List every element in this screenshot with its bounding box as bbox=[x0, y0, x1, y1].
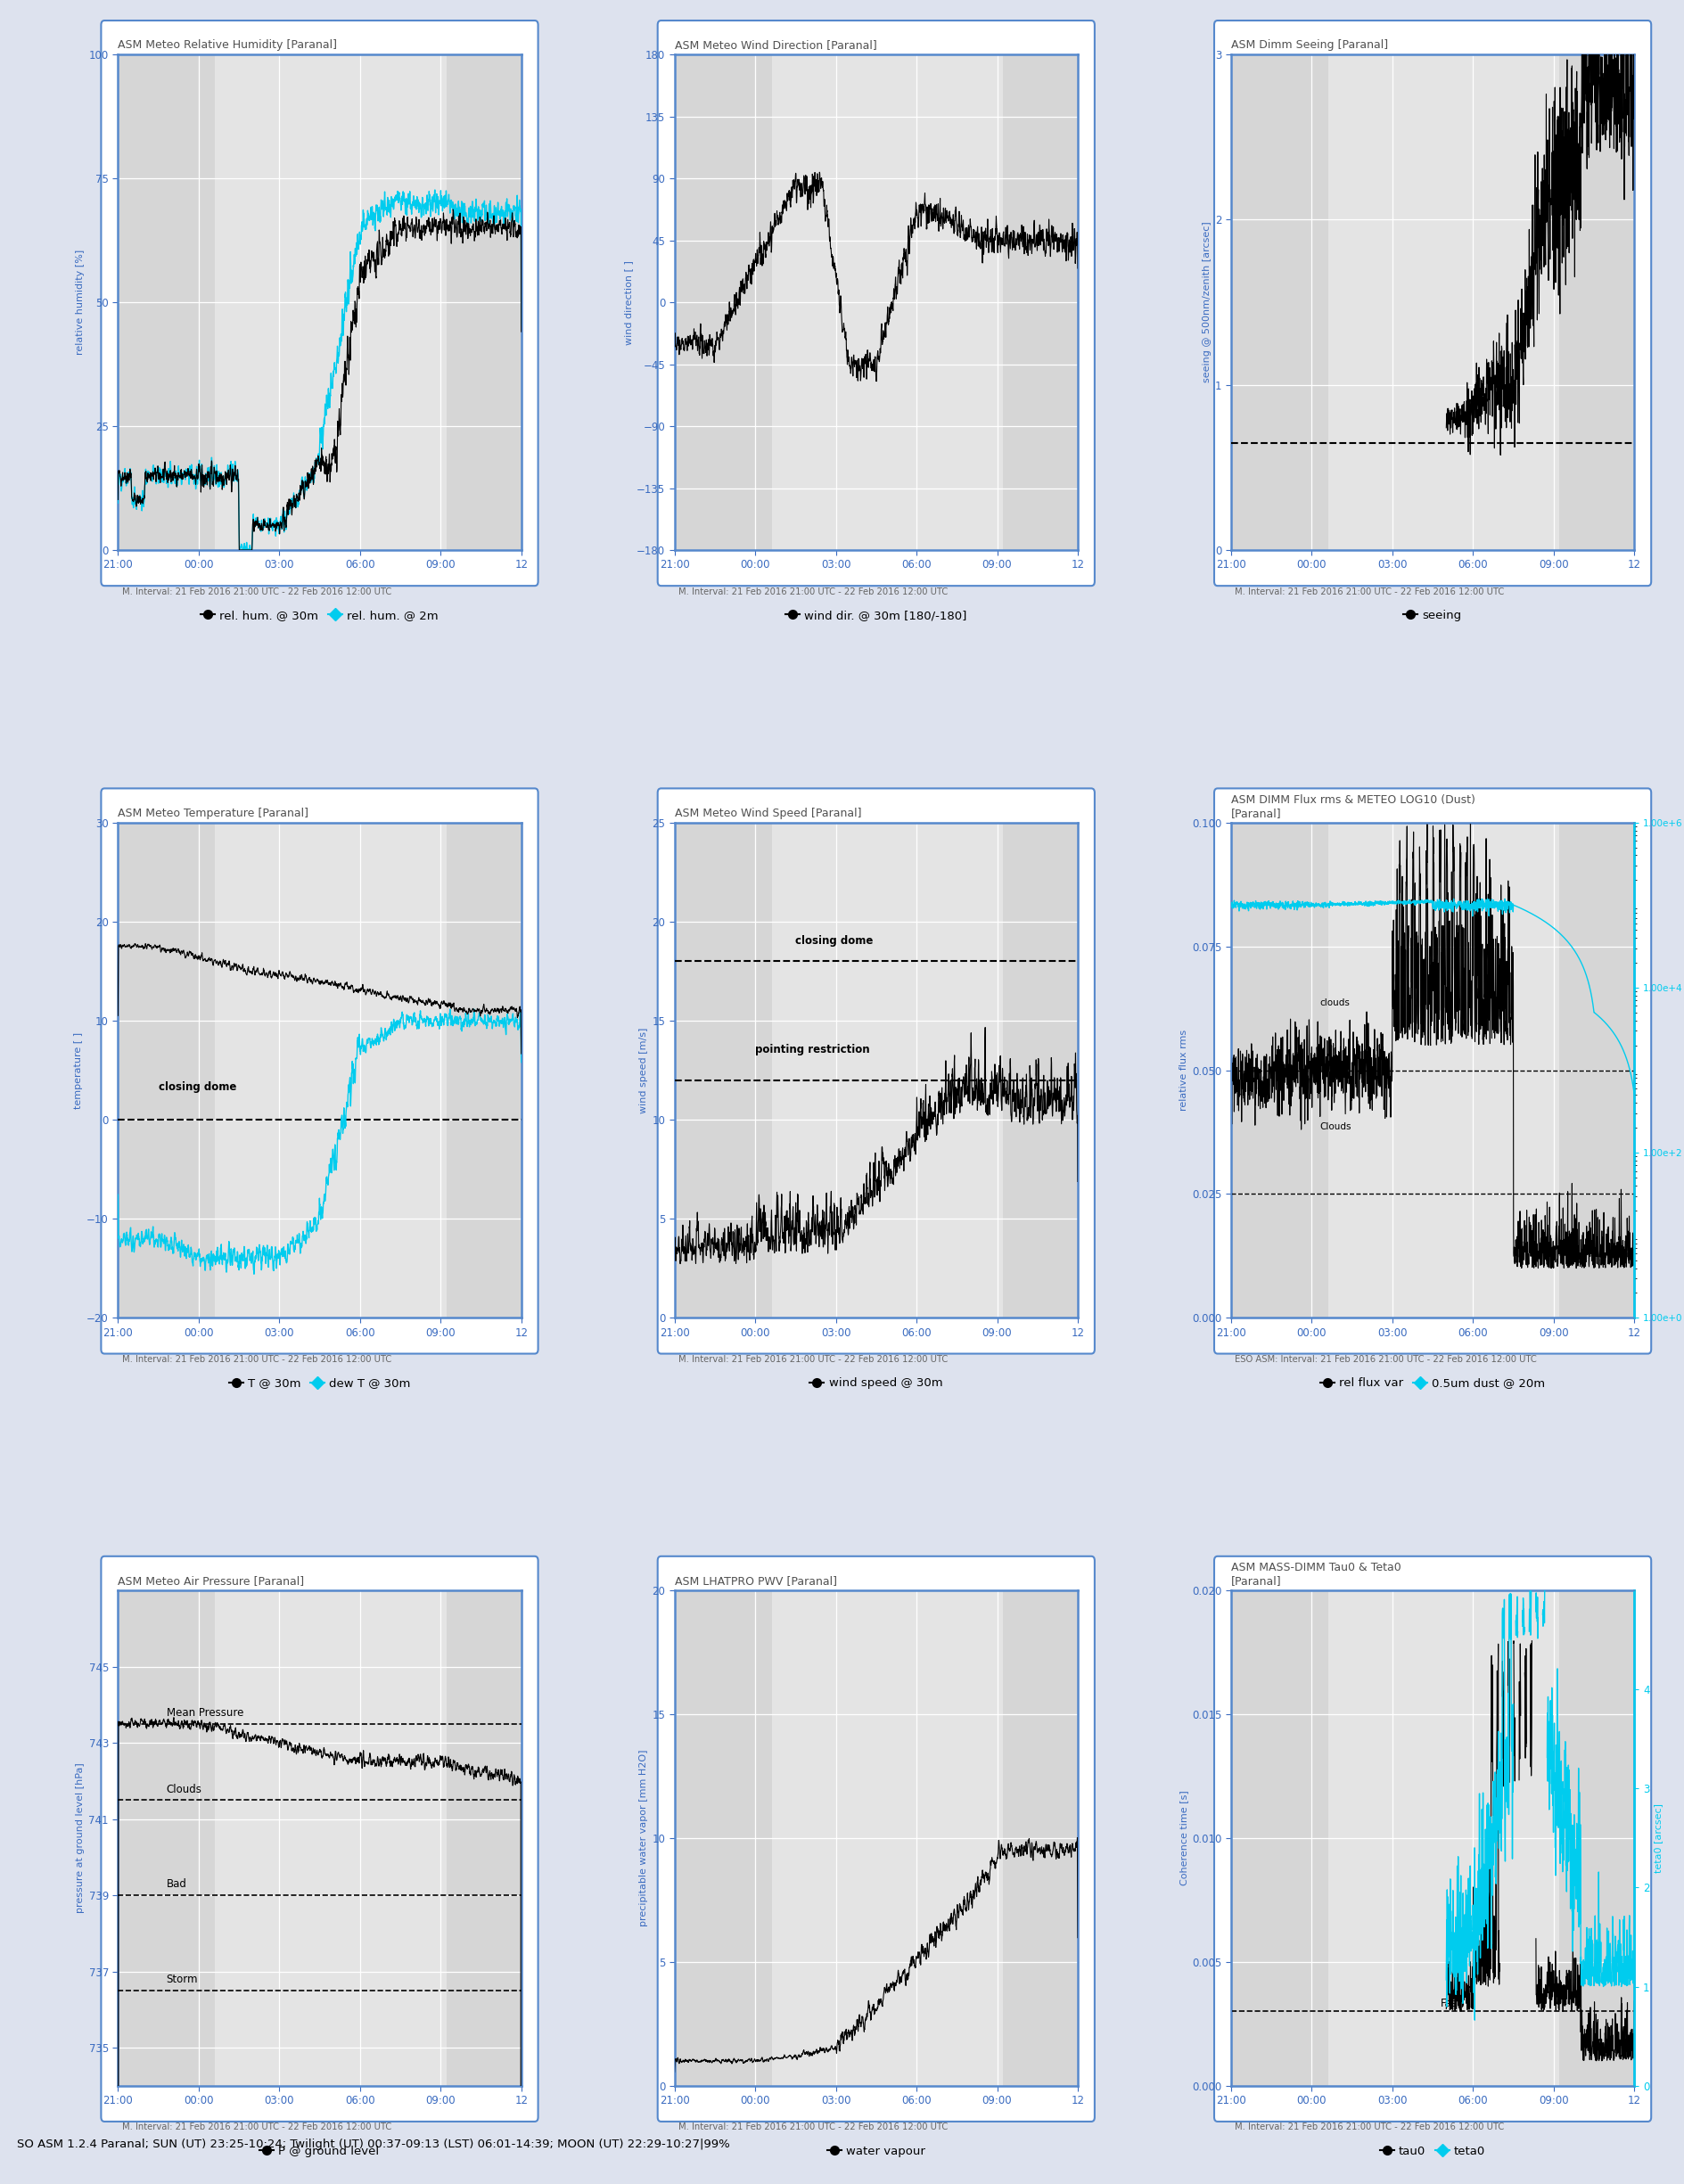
Text: ASM Meteo Wind Direction [Paranal]: ASM Meteo Wind Direction [Paranal] bbox=[674, 39, 876, 50]
Bar bbox=[1002, 55, 1078, 550]
Text: ASM LHATPRO PWV [Paranal]: ASM LHATPRO PWV [Paranal] bbox=[674, 1575, 837, 1588]
Bar bbox=[1231, 1590, 1327, 2086]
Bar bbox=[118, 1590, 216, 2086]
Text: ASM Meteo Temperature [Paranal]: ASM Meteo Temperature [Paranal] bbox=[118, 808, 308, 819]
Text: Clouds: Clouds bbox=[1319, 1123, 1351, 1131]
Bar bbox=[1231, 823, 1327, 1317]
Y-axis label: wind direction [ ]: wind direction [ ] bbox=[623, 260, 633, 345]
Bar bbox=[118, 823, 216, 1317]
Legend: rel flux var, 0.5um dust @ 20m: rel flux var, 0.5um dust @ 20m bbox=[1315, 1374, 1549, 1393]
Legend: water vapour: water vapour bbox=[822, 2140, 930, 2162]
Text: ASM Meteo Air Pressure [Paranal]: ASM Meteo Air Pressure [Paranal] bbox=[118, 1575, 305, 1588]
Text: Storm: Storm bbox=[167, 1974, 199, 1985]
Y-axis label: pressure at ground level [hPa]: pressure at ground level [hPa] bbox=[76, 1762, 84, 1913]
Text: SO ASM 1.2.4 Paranal; SUN (UT) 23:25-10:24; Twilight (UT) 00:37-09:13 (LST) 06:0: SO ASM 1.2.4 Paranal; SUN (UT) 23:25-10:… bbox=[17, 2138, 729, 2151]
Text: Fast!: Fast! bbox=[1440, 1998, 1465, 2009]
Bar bbox=[674, 823, 771, 1317]
Bar bbox=[1559, 55, 1633, 550]
Y-axis label: relative flux rms: relative flux rms bbox=[1179, 1029, 1187, 1112]
Legend: T @ 30m, dew T @ 30m: T @ 30m, dew T @ 30m bbox=[224, 1374, 414, 1393]
Legend: P @ ground level: P @ ground level bbox=[254, 2140, 384, 2162]
Text: Mean Pressure: Mean Pressure bbox=[167, 1708, 242, 1719]
Text: M. Interval: 21 Feb 2016 21:00 UTC - 22 Feb 2016 12:00 UTC: M. Interval: 21 Feb 2016 21:00 UTC - 22 … bbox=[1234, 587, 1504, 596]
Text: clouds: clouds bbox=[1319, 998, 1349, 1007]
Y-axis label: temperature [ ]: temperature [ ] bbox=[74, 1031, 83, 1109]
Bar bbox=[446, 55, 520, 550]
Y-axis label: seeing @ 500nm/zenith [arcsec]: seeing @ 500nm/zenith [arcsec] bbox=[1202, 223, 1211, 382]
Text: ESO ASM: Interval: 21 Feb 2016 21:00 UTC - 22 Feb 2016 12:00 UTC: ESO ASM: Interval: 21 Feb 2016 21:00 UTC… bbox=[1234, 1354, 1536, 1365]
Text: M. Interval: 21 Feb 2016 21:00 UTC - 22 Feb 2016 12:00 UTC: M. Interval: 21 Feb 2016 21:00 UTC - 22 … bbox=[679, 1354, 948, 1365]
Legend: wind speed @ 30m: wind speed @ 30m bbox=[805, 1374, 946, 1393]
Y-axis label: relative humidity [%]: relative humidity [%] bbox=[76, 249, 86, 356]
Bar bbox=[1559, 823, 1633, 1317]
Bar bbox=[1231, 55, 1327, 550]
Text: M. Interval: 21 Feb 2016 21:00 UTC - 22 Feb 2016 12:00 UTC: M. Interval: 21 Feb 2016 21:00 UTC - 22 … bbox=[121, 587, 391, 596]
Y-axis label: wind speed [m/s]: wind speed [m/s] bbox=[638, 1026, 648, 1114]
Legend: rel. hum. @ 30m, rel. hum. @ 2m: rel. hum. @ 30m, rel. hum. @ 2m bbox=[195, 605, 443, 627]
Bar bbox=[1002, 823, 1078, 1317]
Text: ASM DIMM Flux rms & METEO LOG10 (Dust)
[Paranal]: ASM DIMM Flux rms & METEO LOG10 (Dust) [… bbox=[1231, 795, 1475, 819]
Bar bbox=[674, 55, 771, 550]
Bar bbox=[1002, 1590, 1078, 2086]
Text: M. Interval: 21 Feb 2016 21:00 UTC - 22 Feb 2016 12:00 UTC: M. Interval: 21 Feb 2016 21:00 UTC - 22 … bbox=[121, 2123, 391, 2132]
Y-axis label: precipitable water vapor [mm H2O]: precipitable water vapor [mm H2O] bbox=[638, 1749, 648, 1926]
Y-axis label: Coherence time [s]: Coherence time [s] bbox=[1179, 1791, 1187, 1885]
Bar bbox=[446, 1590, 520, 2086]
Text: ASM Meteo Wind Speed [Paranal]: ASM Meteo Wind Speed [Paranal] bbox=[674, 808, 861, 819]
Text: closing dome: closing dome bbox=[795, 935, 872, 946]
Legend: tau0, teta0: tau0, teta0 bbox=[1374, 2140, 1489, 2162]
Y-axis label: teta0 [arcsec]: teta0 [arcsec] bbox=[1652, 1804, 1662, 1874]
Text: pointing restriction: pointing restriction bbox=[754, 1044, 869, 1055]
Bar bbox=[674, 1590, 771, 2086]
Bar bbox=[446, 823, 520, 1317]
Text: M. Interval: 21 Feb 2016 21:00 UTC - 22 Feb 2016 12:00 UTC: M. Interval: 21 Feb 2016 21:00 UTC - 22 … bbox=[679, 2123, 948, 2132]
Text: ASM Meteo Relative Humidity [Paranal]: ASM Meteo Relative Humidity [Paranal] bbox=[118, 39, 337, 50]
Legend: seeing: seeing bbox=[1398, 605, 1465, 627]
Bar bbox=[118, 55, 216, 550]
Legend: wind dir. @ 30m [180/-180]: wind dir. @ 30m [180/-180] bbox=[780, 605, 972, 627]
Text: ASM Dimm Seeing [Paranal]: ASM Dimm Seeing [Paranal] bbox=[1231, 39, 1388, 50]
Text: ASM MASS-DIMM Tau0 & Teta0
[Paranal]: ASM MASS-DIMM Tau0 & Teta0 [Paranal] bbox=[1231, 1562, 1401, 1588]
Text: Clouds: Clouds bbox=[167, 1784, 202, 1795]
Text: closing dome: closing dome bbox=[158, 1081, 236, 1092]
Text: M. Interval: 21 Feb 2016 21:00 UTC - 22 Feb 2016 12:00 UTC: M. Interval: 21 Feb 2016 21:00 UTC - 22 … bbox=[679, 587, 948, 596]
Text: Bad: Bad bbox=[167, 1878, 187, 1889]
Text: M. Interval: 21 Feb 2016 21:00 UTC - 22 Feb 2016 12:00 UTC: M. Interval: 21 Feb 2016 21:00 UTC - 22 … bbox=[121, 1354, 391, 1365]
Bar bbox=[1559, 1590, 1633, 2086]
Text: M. Interval: 21 Feb 2016 21:00 UTC - 22 Feb 2016 12:00 UTC: M. Interval: 21 Feb 2016 21:00 UTC - 22 … bbox=[1234, 2123, 1504, 2132]
